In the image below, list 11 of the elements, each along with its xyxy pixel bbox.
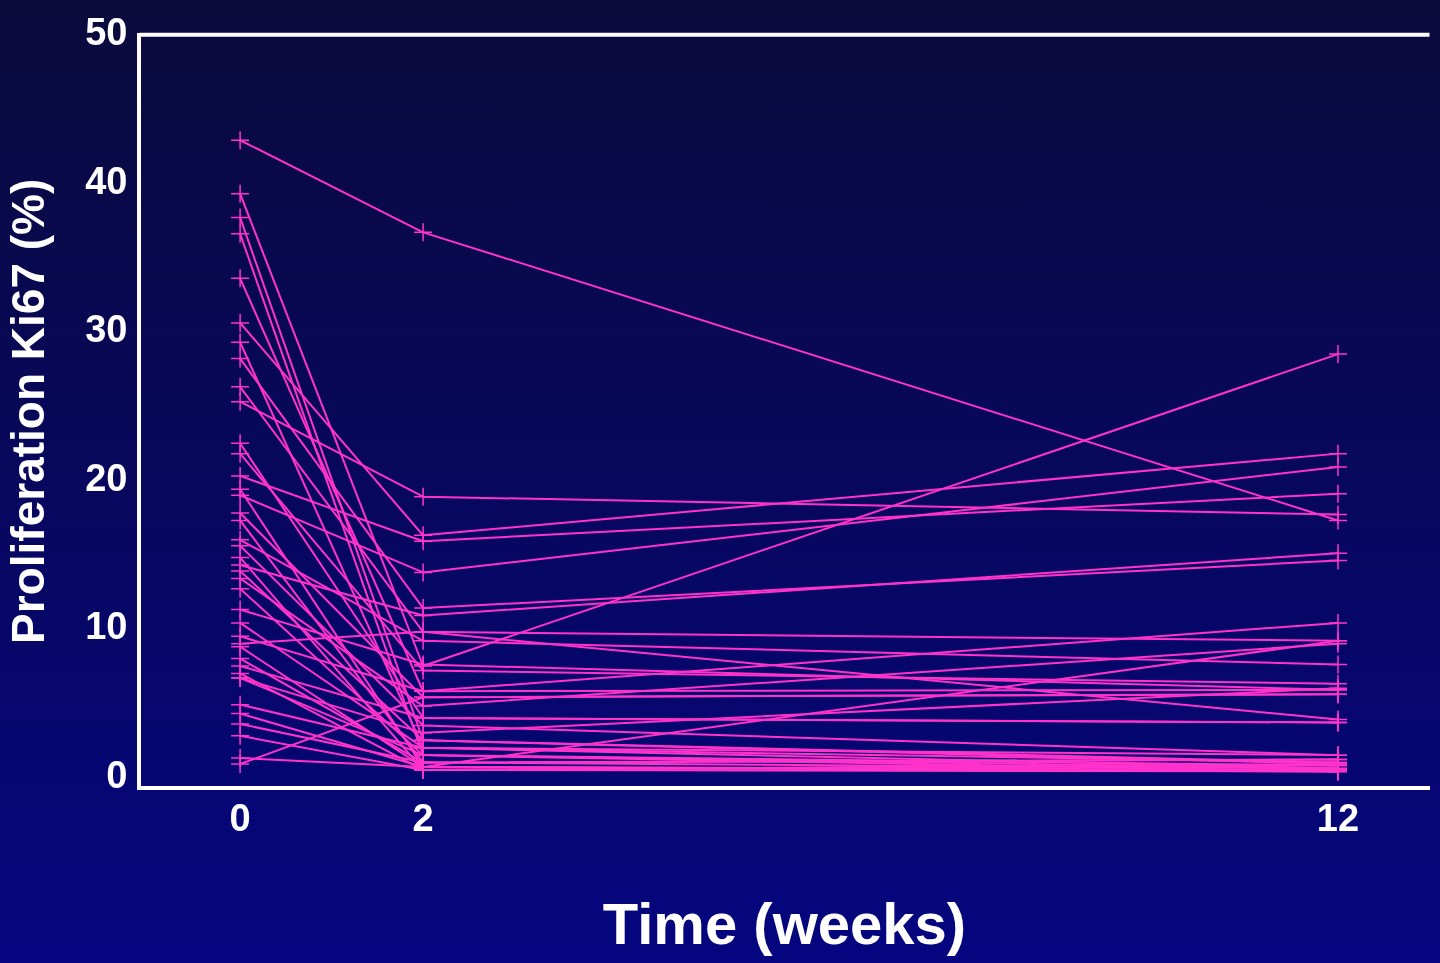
- y-tick-label: 40: [85, 159, 128, 202]
- y-tick-label: 20: [85, 456, 128, 499]
- y-tick-label: 0: [106, 753, 128, 796]
- x-tick-label: 2: [412, 797, 434, 840]
- x-axis-title: Time (weeks): [602, 891, 967, 957]
- y-tick-label: 10: [85, 605, 128, 648]
- y-tick-label: 50: [85, 11, 128, 54]
- x-tick-label: 0: [229, 797, 251, 840]
- y-axis-title: Proliferation Ki67 (%): [2, 178, 55, 644]
- x-tick-label: 12: [1316, 797, 1360, 840]
- y-tick-label: 30: [85, 308, 128, 351]
